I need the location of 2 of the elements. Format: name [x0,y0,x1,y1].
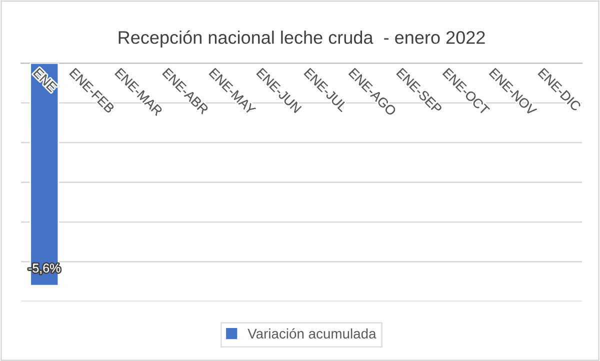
legend-label: Variación acumulada [248,328,376,339]
chart-title: Recepción nacional leche cruda - enero 2022 [118,30,485,48]
